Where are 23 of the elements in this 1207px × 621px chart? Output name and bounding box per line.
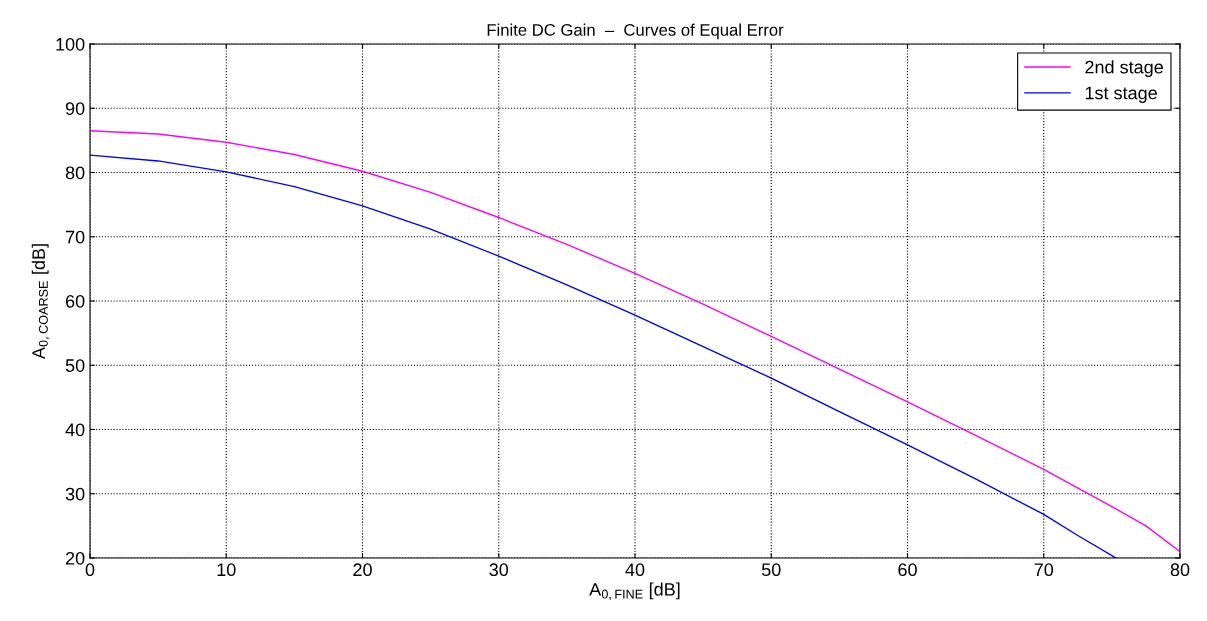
y-tick-label: 60 [65,294,85,308]
y-axis-title: A$_{0,COARSE}$ [dB] [31,244,50,360]
x-tick-label: 20 [353,563,372,577]
y-tick-label: 100 [56,37,85,51]
y-tick-label: 70 [65,230,85,244]
x-tick-label: 70 [1034,563,1054,577]
y-tick-label: 20 [65,551,85,565]
legend-label: 2nd stage [1085,60,1163,78]
y-tick-label: 40 [65,423,85,437]
x-tick-label: 40 [625,563,645,577]
y-tick-label: 50 [65,359,85,372]
y-tick-label: 30 [65,487,85,501]
x-axis-title: A$_{0,FINE}$ [dB] [589,582,680,601]
x-tick-label: 60 [898,563,917,577]
x-tick-label: 30 [489,563,509,577]
x-tick-label: 80 [1170,563,1190,577]
chart-title: Finite DC Gain – Curves of Equal Error [487,23,784,40]
y-tick-label: 90 [65,102,85,115]
legend-label: 1st stage [1085,86,1157,103]
y-tick-label: 80 [65,166,85,180]
x-tick-label: 10 [217,563,236,577]
x-tick-label: 0 [85,563,95,577]
x-tick-label: 50 [761,563,781,577]
